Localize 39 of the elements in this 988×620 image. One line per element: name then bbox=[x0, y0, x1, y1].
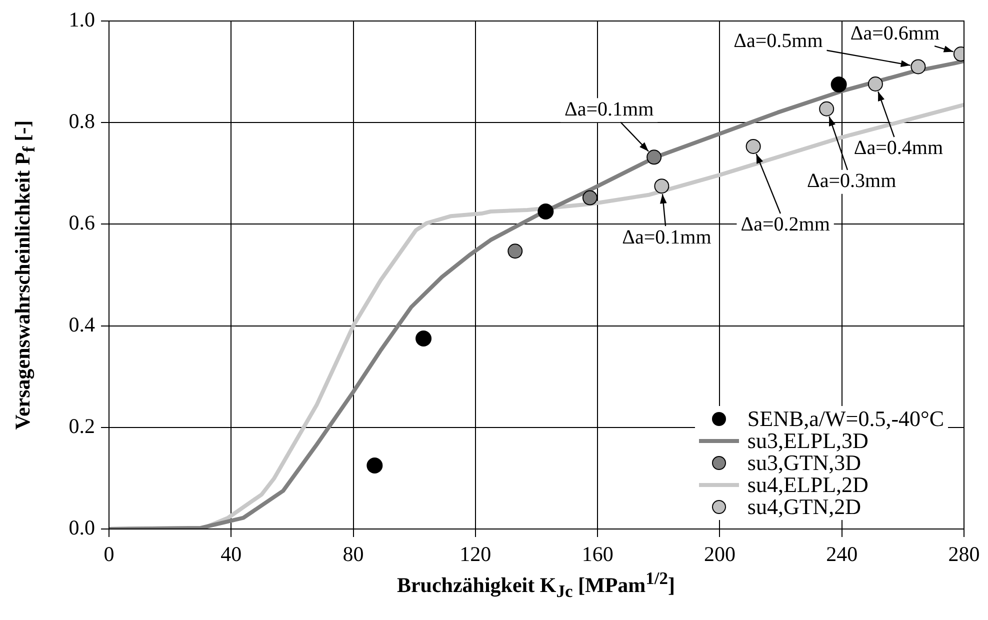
annotation: Δa=0.2mm bbox=[740, 214, 830, 236]
legend-label: su3,GTN,3D bbox=[747, 450, 862, 475]
point bbox=[746, 138, 761, 154]
annotation: Δa=0.6mm bbox=[850, 22, 940, 44]
y-tick-label: 0.0 bbox=[68, 516, 95, 540]
point bbox=[416, 330, 432, 346]
x-tick-label: 240 bbox=[826, 542, 858, 566]
point bbox=[868, 76, 883, 92]
point bbox=[910, 59, 926, 74]
x-tick-label: 80 bbox=[342, 542, 364, 566]
y-tick-label: 0.2 bbox=[68, 414, 95, 438]
annotation: Δa=0.5mm bbox=[734, 30, 824, 52]
legend-label: SENB,a/W=0.5,-40°C bbox=[747, 406, 944, 431]
y-tick-label: 1.0 bbox=[68, 8, 95, 32]
point bbox=[819, 101, 834, 116]
annotation: Δa=0.4mm bbox=[854, 137, 944, 160]
x-tick-label: 200 bbox=[704, 542, 736, 566]
y-tick-label: 0.6 bbox=[68, 210, 95, 235]
legend-label: su4,GTN,2D bbox=[747, 494, 862, 519]
annotation: Δa=0.3mm bbox=[807, 170, 897, 192]
annotation: Δa=0.1mm bbox=[564, 98, 654, 120]
legend-label: su4,ELPL,2D bbox=[747, 472, 868, 497]
point bbox=[830, 76, 847, 92]
x-tick-label: 0 bbox=[104, 542, 114, 566]
point bbox=[646, 150, 662, 165]
annotation: Δa=0.1mm bbox=[622, 226, 712, 248]
x-tick-label: 280 bbox=[948, 542, 980, 566]
point bbox=[508, 244, 523, 259]
x-axis-title: Bruchzähigkeit K$_{Jc}$ [MPam$^{1/2}$] bbox=[396, 568, 676, 602]
x-tick-label: 160 bbox=[582, 542, 614, 566]
x-tick-label: 120 bbox=[460, 542, 492, 566]
point bbox=[366, 458, 383, 474]
point bbox=[538, 204, 554, 220]
y-tick-label: 0.4 bbox=[68, 312, 96, 336]
x-tick-label: 40 bbox=[220, 542, 242, 566]
y-tick-label: 0.8 bbox=[68, 109, 95, 134]
point bbox=[582, 190, 598, 206]
legend-label: su3,ELPL,3D bbox=[747, 428, 868, 453]
point bbox=[654, 178, 670, 194]
